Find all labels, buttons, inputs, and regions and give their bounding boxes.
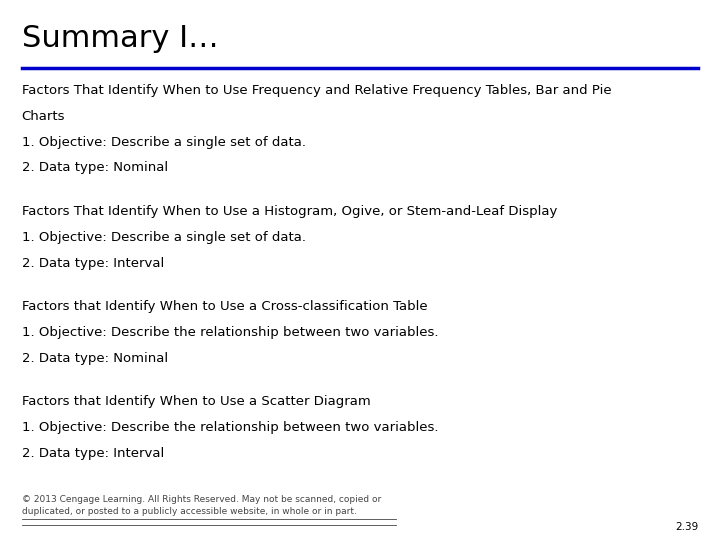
Text: Factors That Identify When to Use a Histogram, Ogive, or Stem-and-Leaf Display: Factors That Identify When to Use a Hist… (22, 205, 557, 218)
Text: 1. Objective: Describe a single set of data.: 1. Objective: Describe a single set of d… (22, 231, 305, 244)
Text: © 2013 Cengage Learning. All Rights Reserved. May not be scanned, copied or
dupl: © 2013 Cengage Learning. All Rights Rese… (22, 495, 381, 516)
Text: Summary I…: Summary I… (22, 24, 218, 53)
Text: Factors That Identify When to Use Frequency and Relative Frequency Tables, Bar a: Factors That Identify When to Use Freque… (22, 84, 611, 97)
Text: 2.39: 2.39 (675, 522, 698, 532)
Text: 2. Data type: Nominal: 2. Data type: Nominal (22, 352, 168, 365)
Text: Factors that Identify When to Use a Scatter Diagram: Factors that Identify When to Use a Scat… (22, 395, 370, 408)
Text: Factors that Identify When to Use a Cross-classification Table: Factors that Identify When to Use a Cros… (22, 300, 427, 313)
Text: 2. Data type: Interval: 2. Data type: Interval (22, 256, 164, 269)
Text: Charts: Charts (22, 110, 65, 123)
Text: 1. Objective: Describe a single set of data.: 1. Objective: Describe a single set of d… (22, 136, 305, 148)
Text: 1. Objective: Describe the relationship between two variables.: 1. Objective: Describe the relationship … (22, 326, 438, 339)
Text: 2. Data type: Interval: 2. Data type: Interval (22, 447, 164, 460)
Text: 1. Objective: Describe the relationship between two variables.: 1. Objective: Describe the relationship … (22, 421, 438, 434)
Text: 2. Data type: Nominal: 2. Data type: Nominal (22, 161, 168, 174)
